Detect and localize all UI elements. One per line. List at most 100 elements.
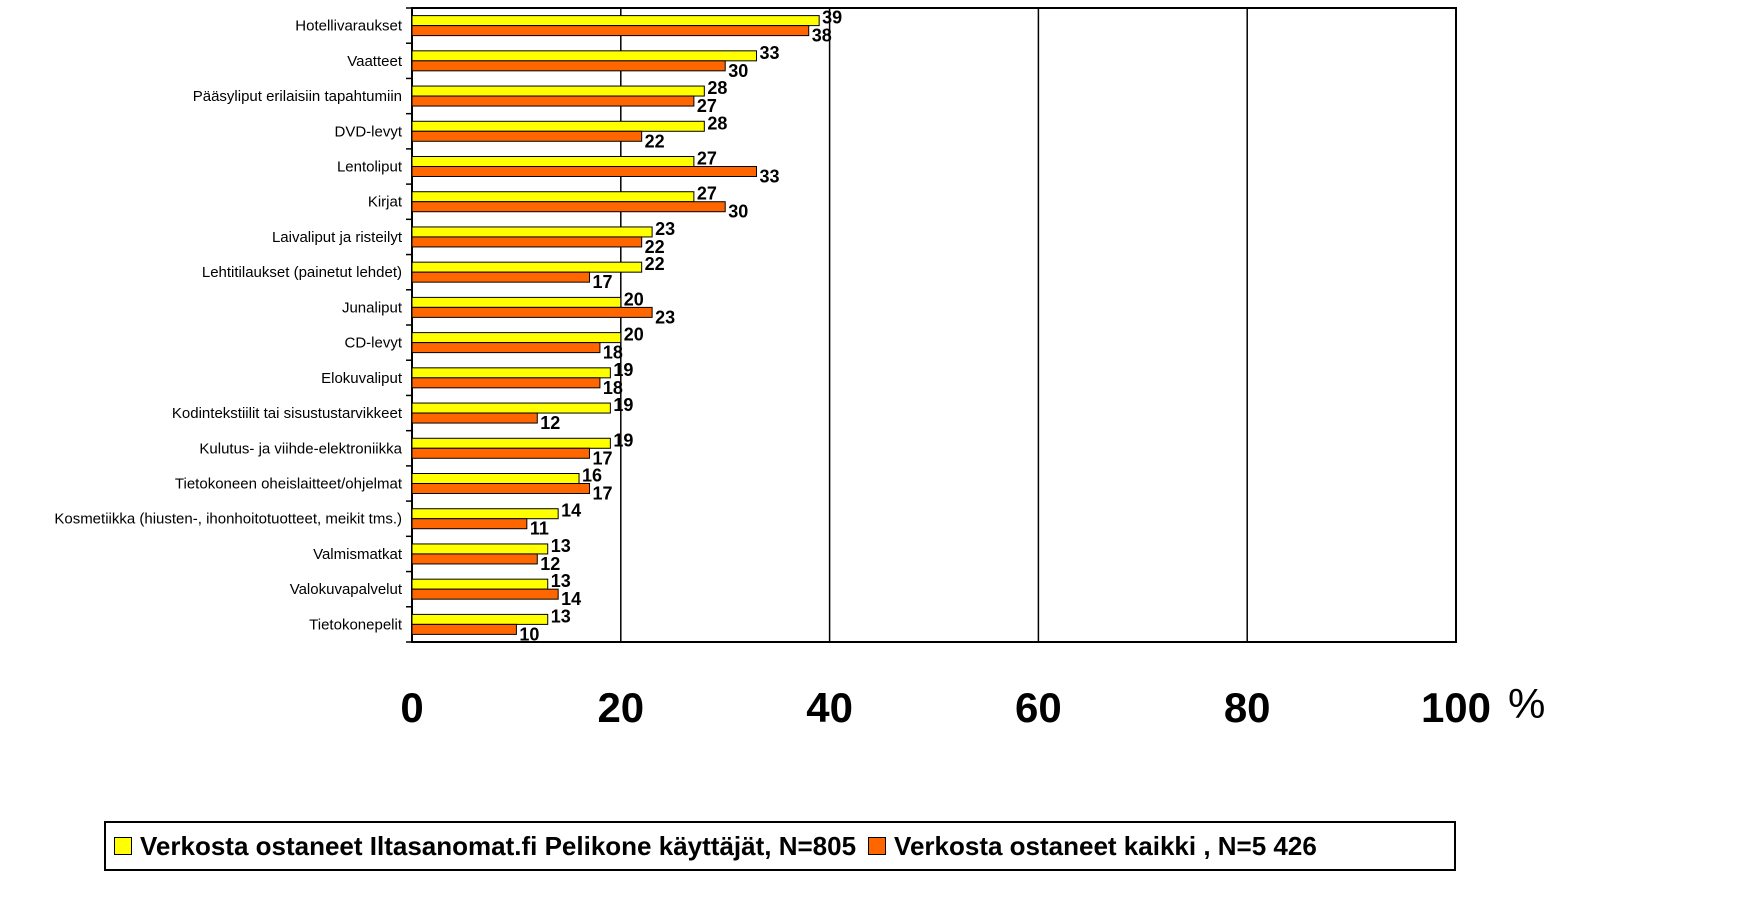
category-label: Hotellivaraukset — [295, 18, 403, 35]
data-label-kaikki: 22 — [645, 131, 665, 151]
legend-swatch-kaikki — [868, 837, 887, 855]
data-label-kaikki: 12 — [540, 413, 560, 433]
bar-pelikone — [411, 578, 549, 590]
bar-pelikone — [411, 402, 611, 414]
bar-pelikone — [411, 473, 580, 484]
data-label-pelikone: 33 — [760, 43, 780, 63]
bar-kaikki — [411, 553, 538, 565]
bar-kaikki — [411, 377, 601, 389]
bar-pelikone — [411, 226, 653, 238]
category-label: CD-levyt — [344, 335, 402, 352]
bar-pelikone — [411, 437, 611, 449]
data-label-pelikone: 19 — [613, 360, 633, 380]
category-label: Kosmetiikka (hiusten-, ihonhoitotuotteet… — [54, 511, 402, 528]
legend: Verkosta ostaneet Iltasanomat.fi Pelikon… — [104, 821, 1456, 871]
data-label-pelikone: 14 — [561, 501, 581, 521]
bar-pelikone — [411, 120, 705, 132]
data-label-kaikki: 17 — [592, 484, 612, 504]
data-label-kaikki: 38 — [812, 26, 832, 46]
data-label-pelikone: 27 — [697, 149, 717, 169]
data-label-pelikone: 27 — [697, 184, 717, 204]
data-label-pelikone: 23 — [655, 219, 675, 239]
data-label-pelikone: 28 — [707, 113, 727, 133]
data-label-kaikki: 18 — [603, 343, 623, 363]
category-label: Kirjat — [368, 194, 403, 211]
data-label-pelikone: 28 — [707, 78, 727, 98]
data-label-pelikone: 20 — [624, 289, 644, 309]
data-label-kaikki: 33 — [760, 167, 780, 187]
bar-kaikki — [411, 201, 726, 213]
bar-kaikki — [411, 588, 559, 600]
data-label-kaikki: 17 — [592, 272, 612, 292]
category-label: Laivaliput ja risteilyt — [272, 229, 403, 246]
category-label: Pääsyliput erilaisiin tapahtumiin — [193, 88, 402, 105]
data-label-kaikki: 14 — [561, 589, 581, 609]
x-tick-label: 60 — [1015, 684, 1062, 731]
bar-kaikki — [411, 412, 538, 424]
bar-pelikone — [411, 367, 611, 379]
bar-pelikone — [411, 613, 549, 625]
category-label: Lentoliput — [337, 159, 403, 176]
bar-pelikone — [411, 156, 695, 167]
data-label-pelikone: 22 — [645, 254, 665, 274]
category-label: Junaliput — [342, 299, 403, 316]
data-label-kaikki: 18 — [603, 378, 623, 398]
bar-kaikki — [411, 623, 517, 635]
bar-pelikone — [411, 15, 820, 27]
legend-label-pelikone: Verkosta ostaneet Iltasanomat.fi Pelikon… — [140, 830, 857, 861]
bar-kaikki — [411, 271, 590, 283]
legend-swatch-pelikone — [114, 837, 132, 855]
data-label-kaikki: 30 — [728, 202, 748, 222]
bar-pelikone — [411, 261, 643, 273]
bar-pelikone — [411, 543, 549, 555]
data-label-kaikki: 22 — [645, 237, 665, 257]
x-axis-unit: % — [1508, 680, 1545, 727]
category-label: Elokuvaliput — [321, 370, 403, 387]
category-label: Kulutus- ja viihde-elektroniikka — [199, 440, 402, 457]
bar-kaikki — [411, 95, 695, 107]
category-label: Valmismatkat — [313, 546, 403, 563]
data-label-kaikki: 23 — [655, 307, 675, 327]
data-label-pelikone: 19 — [613, 395, 633, 415]
data-label-pelikone: 20 — [624, 325, 644, 345]
data-label-pelikone: 13 — [551, 606, 571, 626]
data-label-kaikki: 10 — [519, 624, 539, 644]
x-tick-label: 100 — [1421, 684, 1491, 731]
data-label-kaikki: 27 — [697, 96, 717, 116]
bar-pelikone — [411, 191, 695, 203]
bar-pelikone — [411, 332, 622, 344]
bar-kaikki — [411, 60, 726, 72]
bar-kaikki — [411, 342, 601, 354]
category-label: Kodintekstiilit tai sisustustarvikkeet — [172, 405, 403, 422]
legend-label-kaikki: Verkosta ostaneet kaikki , N=5 426 — [894, 830, 1317, 861]
bar-kaikki — [411, 236, 643, 248]
x-tick-label: 20 — [597, 684, 644, 731]
category-label: Vaatteet — [347, 53, 403, 70]
category-label: DVD-levyt — [334, 123, 402, 140]
category-label: Tietokonepelit — [309, 616, 403, 633]
x-tick-label: 80 — [1224, 684, 1271, 731]
data-label-pelikone: 13 — [551, 536, 571, 556]
bar-kaikki — [411, 483, 590, 494]
legend-item-pelikone: Verkosta ostaneet Iltasanomat.fi Pelikon… — [114, 831, 856, 862]
bar-kaikki — [411, 25, 810, 37]
x-tick-label: 0 — [400, 684, 423, 731]
bar-pelikone — [411, 296, 622, 308]
category-label: Valokuvapalvelut — [290, 581, 403, 598]
data-label-kaikki: 30 — [728, 61, 748, 81]
data-label-pelikone: 16 — [582, 466, 602, 486]
data-label-kaikki: 11 — [530, 519, 549, 539]
bar-kaikki — [411, 166, 758, 177]
data-label-pelikone: 19 — [613, 430, 633, 450]
bar-kaikki — [411, 447, 590, 459]
data-label-kaikki: 17 — [592, 448, 612, 468]
data-label-pelikone: 39 — [822, 8, 842, 28]
bar-pelikone — [411, 85, 705, 97]
bar-kaikki — [411, 130, 643, 142]
data-label-pelikone: 13 — [551, 571, 571, 591]
category-label: Tietokoneen oheislaitteet/ohjelmat — [175, 476, 403, 493]
x-tick-label: 40 — [806, 684, 853, 731]
bar-kaikki — [411, 306, 653, 318]
category-label: Lehtitilaukset (painetut lehdet) — [202, 264, 402, 281]
bar-pelikone — [411, 50, 758, 62]
